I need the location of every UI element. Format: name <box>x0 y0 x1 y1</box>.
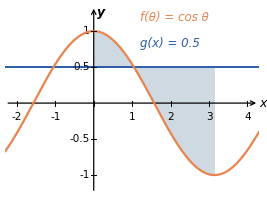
Text: -1: -1 <box>80 170 90 180</box>
Text: 1: 1 <box>83 26 90 36</box>
Text: 4: 4 <box>244 112 251 122</box>
Text: x: x <box>260 97 267 110</box>
Text: f(θ) = cos θ: f(θ) = cos θ <box>140 11 209 24</box>
Text: 0.5: 0.5 <box>73 62 90 72</box>
Text: -0.5: -0.5 <box>70 134 90 144</box>
Text: y: y <box>97 6 105 19</box>
Text: -2: -2 <box>12 112 22 122</box>
Text: 3: 3 <box>206 112 212 122</box>
Text: -1: -1 <box>50 112 61 122</box>
Text: 2: 2 <box>167 112 174 122</box>
Text: g(x) = 0.5: g(x) = 0.5 <box>140 37 200 50</box>
Text: 1: 1 <box>129 112 135 122</box>
